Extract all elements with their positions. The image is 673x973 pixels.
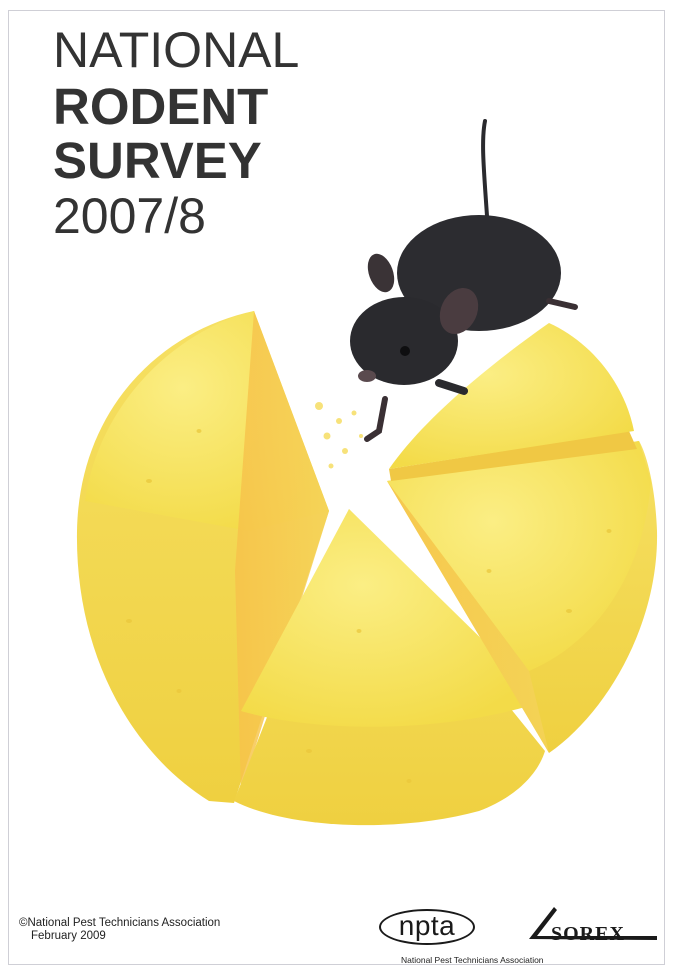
sorex-logo-mark (529, 907, 657, 940)
publication-date: February 2009 (31, 930, 106, 942)
mouse-illustration (350, 119, 578, 442)
cheese-crumbs (315, 402, 363, 469)
footer-copyright: ©National Pest Technicians Association F… (19, 917, 220, 943)
cover-illustration (76, 119, 658, 940)
title-line-year: 2007/8 (53, 188, 206, 244)
title-line-national: NATIONAL (53, 22, 300, 78)
title-line-survey: SURVEY (53, 132, 262, 189)
copyright-text: ©National Pest Technicians Association (19, 917, 221, 929)
cheese-wedge-right (387, 441, 658, 753)
cheese-wedge-back (389, 323, 637, 481)
sorex-logo-text: SOREX (551, 923, 625, 945)
title-line-rodent: RODENT (53, 78, 269, 135)
npta-logo: npta (379, 909, 475, 945)
npta-subtitle: National Pest Technicians Association (401, 955, 544, 965)
report-cover: NATIONAL RODENT SURVEY 2007/8 (8, 10, 665, 965)
cheese-holes (126, 429, 612, 783)
cheese-wedge-front (234, 509, 545, 826)
report-title: NATIONAL RODENT SURVEY 2007/8 (53, 25, 299, 241)
